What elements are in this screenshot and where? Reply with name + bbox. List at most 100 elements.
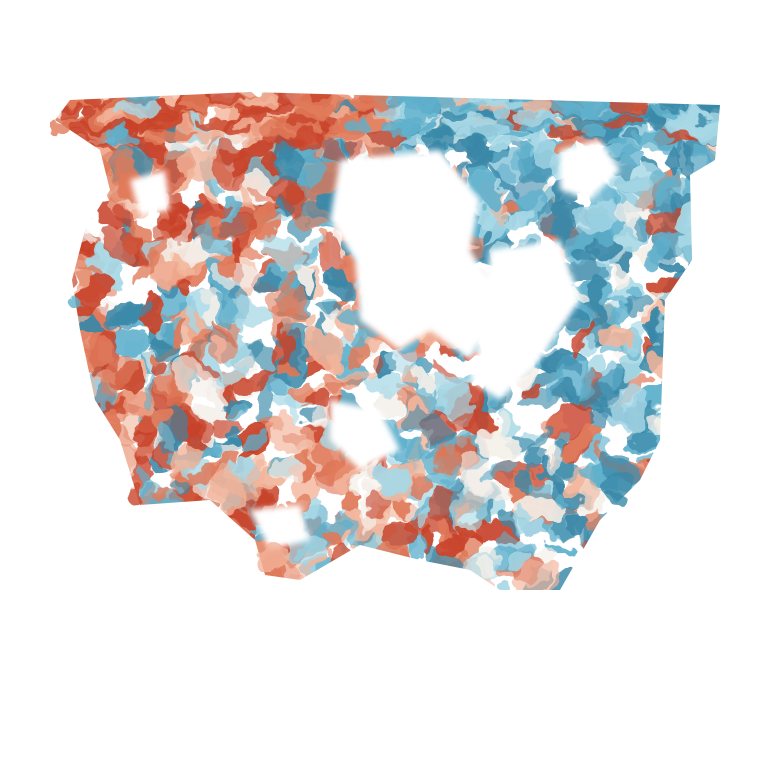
turbulence-blob bbox=[101, 150, 137, 177]
turbulence-blob bbox=[597, 324, 632, 348]
turbulence-blob bbox=[653, 559, 683, 590]
turbulence-blob bbox=[525, 422, 548, 475]
turbulence-blob bbox=[165, 560, 195, 578]
top-slab-blob bbox=[61, 108, 83, 118]
turbulence-blob bbox=[228, 139, 270, 175]
turbulence-blob bbox=[110, 329, 151, 358]
turbulence-blob bbox=[661, 437, 675, 461]
turbulence-blob bbox=[428, 372, 467, 411]
turbulence-blob bbox=[90, 545, 136, 579]
turbulence-blob bbox=[594, 540, 625, 560]
turbulence-blob bbox=[55, 457, 73, 495]
turbulence-blob bbox=[700, 477, 718, 495]
turbulence-blob bbox=[563, 516, 591, 534]
top-slab-blob bbox=[450, 98, 481, 114]
turbulence-blob bbox=[713, 538, 720, 583]
turbulence-blob bbox=[687, 397, 720, 433]
turbulence-blob bbox=[218, 255, 237, 277]
turbulence-blob bbox=[507, 209, 535, 229]
top-slab-blob bbox=[689, 96, 720, 112]
turbulence-blob bbox=[225, 567, 242, 581]
turbulence-blob bbox=[652, 566, 677, 590]
turbulence-blob bbox=[55, 557, 95, 590]
turbulence-blob bbox=[674, 563, 718, 590]
turbulence-blob bbox=[415, 560, 429, 590]
turbulence-blob bbox=[688, 495, 715, 518]
turbulence-blob bbox=[239, 432, 269, 455]
top-slab-blob bbox=[630, 132, 674, 144]
turbulence-blob bbox=[686, 278, 720, 297]
turbulence-blob bbox=[655, 164, 683, 207]
top-slab-blob bbox=[606, 118, 641, 127]
turbulence-blob bbox=[630, 501, 655, 531]
turbulence-blob bbox=[111, 546, 133, 575]
turbulence-blob bbox=[149, 572, 182, 590]
turbulence-blob bbox=[171, 358, 212, 396]
turbulence-blob bbox=[109, 303, 143, 326]
top-slab-blob bbox=[594, 92, 631, 104]
turbulence-blob bbox=[105, 405, 123, 440]
turbulence-blob bbox=[698, 234, 720, 254]
turbulence-blob bbox=[237, 569, 260, 590]
turbulence-blob bbox=[57, 439, 85, 469]
turbulence-blob bbox=[624, 430, 654, 450]
turbulence-blob bbox=[411, 364, 436, 392]
turbulence-blob bbox=[660, 474, 712, 503]
turbulence-blob bbox=[372, 464, 410, 495]
turbulence-blob bbox=[428, 485, 454, 525]
turbulence-blob bbox=[200, 537, 229, 563]
turbulence-blob bbox=[174, 524, 192, 542]
turbulence-blob bbox=[679, 325, 701, 348]
turbulence-blob bbox=[644, 240, 669, 271]
turbulence-blob bbox=[365, 491, 392, 515]
turbulence-blob bbox=[622, 489, 678, 521]
turbulence-blob bbox=[55, 566, 68, 590]
turbulence-blob bbox=[600, 472, 632, 501]
turbulence-blob bbox=[643, 322, 665, 340]
detached-fragment bbox=[259, 548, 291, 572]
detached-fragment bbox=[605, 492, 625, 508]
turbulence-blob bbox=[524, 382, 543, 398]
turbulence-blob bbox=[534, 347, 582, 376]
turbulence-blob bbox=[94, 516, 117, 549]
turbulence-blob bbox=[649, 476, 671, 502]
top-slab-blob bbox=[126, 92, 162, 106]
turbulence-blob bbox=[667, 320, 691, 353]
turbulence-blob bbox=[369, 356, 388, 373]
turbulence-blob bbox=[659, 407, 691, 421]
turbulence-blob bbox=[417, 444, 444, 471]
turbulence-blob bbox=[536, 203, 571, 238]
turbulence-blob bbox=[100, 353, 132, 397]
turbulence-blob bbox=[711, 182, 720, 206]
turbulence-blob bbox=[597, 564, 619, 590]
top-slab-blob bbox=[525, 94, 551, 114]
turbulence-blob bbox=[614, 385, 648, 433]
turbulence-blob bbox=[405, 573, 430, 590]
turbulence-blob bbox=[225, 404, 242, 423]
turbulence-blob bbox=[378, 573, 408, 590]
turbulence-blob bbox=[685, 534, 716, 551]
turbulence-blob bbox=[575, 247, 604, 261]
turbulence-blob bbox=[330, 570, 346, 590]
turbulence-blob bbox=[55, 296, 74, 315]
turbulence-blob bbox=[673, 499, 707, 533]
turbulence-blob bbox=[100, 542, 120, 590]
turbulence-blob bbox=[131, 521, 152, 544]
turbulence-blob bbox=[634, 220, 647, 242]
turbulence-blob bbox=[327, 353, 345, 370]
turbulence-blob bbox=[700, 189, 720, 210]
turbulence-blob bbox=[578, 377, 593, 403]
top-slab-blob bbox=[672, 94, 717, 101]
turbulence-blob bbox=[143, 371, 156, 410]
top-slab-blob bbox=[690, 120, 720, 141]
turbulence-blob bbox=[595, 564, 624, 590]
turbulence-blob bbox=[281, 186, 304, 218]
turbulence-blob bbox=[606, 521, 659, 558]
turbulence-blob bbox=[683, 437, 712, 483]
turbulence-blob bbox=[195, 419, 216, 442]
turbulence-blob bbox=[704, 488, 720, 515]
turbulence-blob bbox=[542, 540, 579, 554]
turbulence-blob bbox=[604, 565, 617, 578]
turbulence-blob bbox=[631, 507, 687, 541]
